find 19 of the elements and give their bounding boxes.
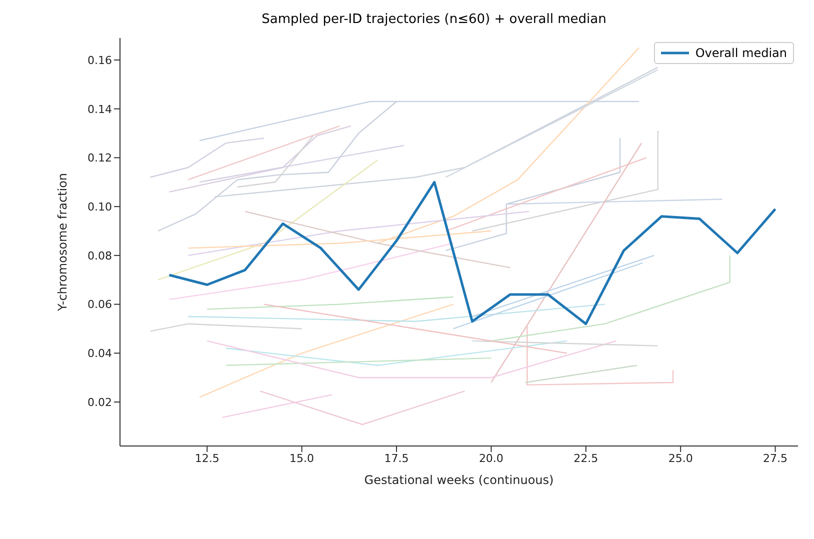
- x-axis-title: Gestational weeks (continuous): [364, 473, 554, 487]
- x-tick-label: 12.5: [194, 452, 220, 465]
- y-tick-label: 0.02: [88, 396, 112, 409]
- legend-label: Overall median: [695, 46, 787, 60]
- x-tick-label: 15.0: [290, 452, 314, 465]
- y-tick-label: 0.06: [88, 298, 112, 312]
- chart-title: Sampled per-ID trajectories (n≤60) + overall median: [260, 12, 608, 27]
- y-tick-label: 0.12: [88, 152, 112, 165]
- x-tick-label: 17.5: [384, 452, 409, 465]
- y-axis-title: Y-chromosome fraction: [55, 172, 70, 312]
- x-tick-label: 20.0: [478, 452, 504, 465]
- y-tick-label: 0.14: [88, 102, 112, 116]
- y-tick-label: 0.16: [88, 54, 112, 67]
- y-tick-label: 0.08: [88, 249, 112, 262]
- y-tick-label: 0.04: [88, 347, 112, 360]
- x-tick-label: 25.0: [668, 452, 693, 465]
- x-tick-label: 27.5: [763, 452, 788, 465]
- y-tick-label: 0.10: [88, 200, 112, 214]
- x-tick-label: 22.5: [574, 452, 598, 465]
